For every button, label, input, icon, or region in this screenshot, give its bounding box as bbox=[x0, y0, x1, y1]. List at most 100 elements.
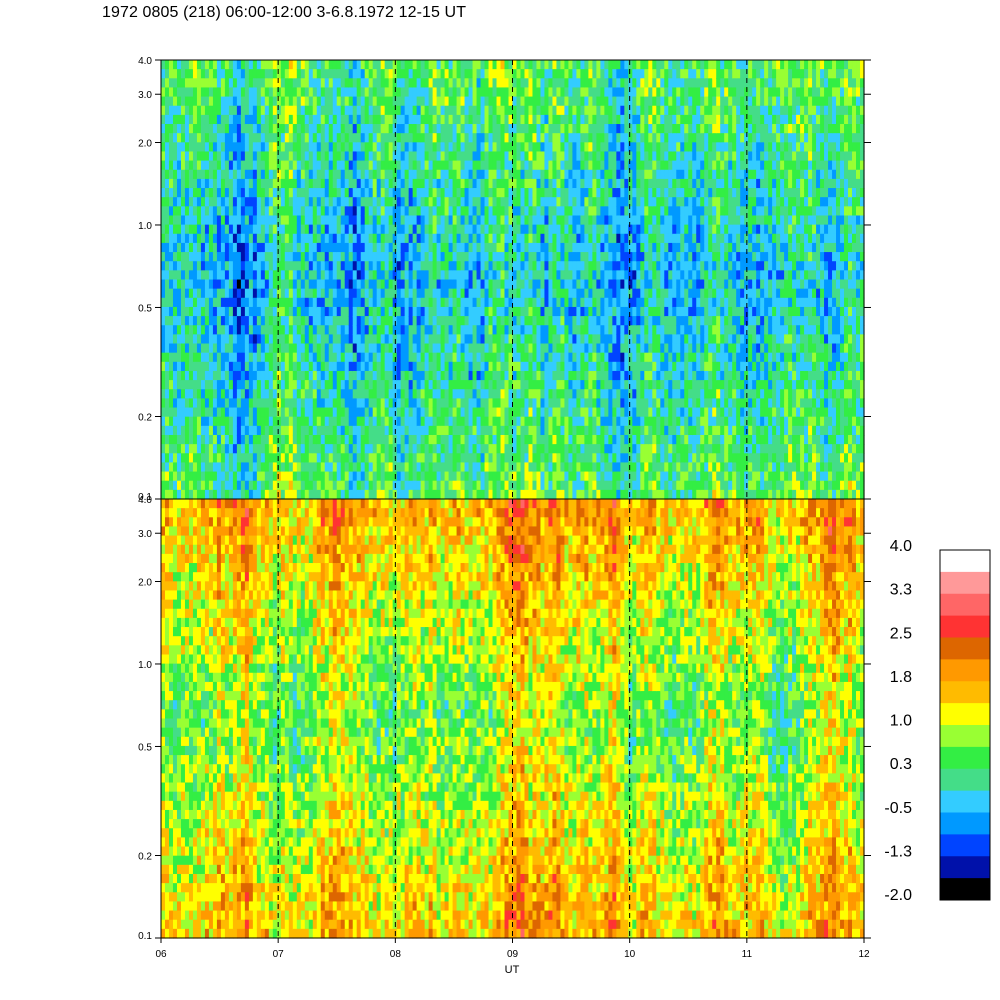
heatmap-cell bbox=[408, 160, 414, 171]
heatmap-cell bbox=[256, 370, 262, 381]
heatmap-cell bbox=[236, 462, 242, 473]
heatmap-cell bbox=[380, 352, 386, 363]
heatmap-cell bbox=[220, 352, 226, 363]
heatmap-cell bbox=[268, 306, 274, 317]
heatmap-cell bbox=[492, 197, 498, 207]
heatmap-cell bbox=[544, 105, 550, 116]
heatmap-cell bbox=[184, 380, 190, 390]
heatmap-cell bbox=[248, 489, 254, 500]
heatmap-cell bbox=[544, 288, 550, 299]
heatmap-cell bbox=[552, 178, 558, 189]
heatmap-cell bbox=[180, 425, 186, 436]
heatmap-cell bbox=[204, 169, 210, 180]
heatmap-cell bbox=[164, 398, 170, 409]
heatmap-cell bbox=[232, 398, 238, 409]
heatmap-cell bbox=[572, 87, 577, 98]
heatmap-cell bbox=[564, 69, 570, 79]
heatmap-cell bbox=[512, 425, 518, 436]
heatmap-cell bbox=[308, 434, 314, 445]
heatmap-cell bbox=[496, 188, 502, 198]
heatmap-cell bbox=[516, 114, 522, 125]
heatmap-cell bbox=[464, 316, 470, 326]
heatmap-cell bbox=[184, 270, 190, 281]
heatmap-cell bbox=[240, 114, 246, 125]
heatmap-cell bbox=[416, 389, 422, 399]
heatmap-cell bbox=[260, 489, 266, 500]
heatmap-cell bbox=[520, 87, 526, 98]
heatmap-cell bbox=[272, 206, 278, 217]
heatmap-cell bbox=[348, 233, 354, 244]
heatmap-cell bbox=[456, 124, 462, 134]
heatmap-cell bbox=[188, 279, 194, 290]
heatmap-cell bbox=[496, 197, 502, 207]
heatmap-cell bbox=[380, 316, 386, 326]
heatmap-cell bbox=[560, 316, 566, 326]
heatmap-cell bbox=[272, 69, 278, 79]
heatmap-cell bbox=[240, 133, 246, 143]
heatmap-cell bbox=[200, 489, 206, 500]
heatmap-cell bbox=[184, 124, 190, 134]
heatmap-cell bbox=[456, 188, 462, 198]
heatmap-cell bbox=[252, 270, 258, 281]
heatmap-cell bbox=[200, 480, 206, 491]
heatmap-cell bbox=[436, 480, 442, 491]
heatmap-cell bbox=[532, 380, 538, 390]
heatmap-cell bbox=[344, 389, 350, 399]
heatmap-cell bbox=[280, 389, 286, 399]
heatmap-cell bbox=[172, 270, 178, 281]
heatmap-cell bbox=[340, 361, 346, 372]
heatmap-cell bbox=[236, 416, 242, 427]
heatmap-cell bbox=[540, 416, 546, 427]
heatmap-cell bbox=[164, 124, 170, 134]
heatmap-cell bbox=[400, 206, 406, 217]
heatmap-cell bbox=[500, 416, 506, 427]
heatmap-cell bbox=[392, 78, 398, 89]
heatmap-cell bbox=[388, 425, 394, 436]
heatmap-cell bbox=[164, 316, 170, 326]
heatmap-cell bbox=[396, 169, 402, 180]
heatmap-cell bbox=[324, 178, 330, 189]
heatmap-cell bbox=[320, 78, 326, 89]
heatmap-cell bbox=[384, 398, 390, 409]
heatmap-cell bbox=[308, 279, 314, 290]
heatmap-cell bbox=[552, 60, 558, 70]
heatmap-cell bbox=[224, 480, 230, 491]
heatmap-cell bbox=[472, 261, 478, 271]
heatmap-cell bbox=[376, 453, 382, 464]
heatmap-cell bbox=[240, 398, 246, 409]
heatmap-cell bbox=[560, 462, 566, 473]
heatmap-cell bbox=[252, 142, 258, 153]
heatmap-cell bbox=[404, 142, 410, 153]
heatmap-cell bbox=[420, 124, 426, 134]
heatmap-cell bbox=[240, 60, 246, 70]
heatmap-cell bbox=[260, 105, 266, 116]
heatmap-cell bbox=[176, 78, 182, 89]
heatmap-cell bbox=[384, 462, 390, 473]
heatmap-cell bbox=[180, 370, 186, 381]
heatmap-cell bbox=[520, 306, 526, 317]
heatmap-cell bbox=[280, 471, 286, 482]
heatmap-cell bbox=[260, 178, 266, 189]
heatmap-cell bbox=[572, 96, 577, 107]
heatmap-cell bbox=[380, 489, 386, 500]
heatmap-cell bbox=[256, 224, 262, 235]
heatmap-cell bbox=[336, 334, 342, 345]
heatmap-cell bbox=[184, 297, 190, 308]
heatmap-cell bbox=[196, 60, 202, 70]
heatmap-cell bbox=[552, 142, 558, 153]
heatmap-cell bbox=[544, 398, 550, 409]
heatmap-cell bbox=[332, 297, 338, 308]
heatmap-cell bbox=[484, 270, 490, 281]
heatmap-cell bbox=[244, 306, 250, 317]
heatmap-cell bbox=[304, 261, 310, 271]
heatmap-cell bbox=[328, 370, 334, 381]
heatmap-cell bbox=[312, 69, 318, 79]
heatmap-cell bbox=[520, 224, 526, 235]
heatmap-cell bbox=[224, 87, 230, 98]
heatmap-cell bbox=[396, 60, 402, 70]
heatmap-cell bbox=[572, 78, 577, 89]
heatmap-cell bbox=[476, 325, 482, 335]
heatmap-cell bbox=[528, 133, 534, 143]
heatmap-cell bbox=[224, 124, 230, 134]
heatmap-cell bbox=[372, 398, 378, 409]
